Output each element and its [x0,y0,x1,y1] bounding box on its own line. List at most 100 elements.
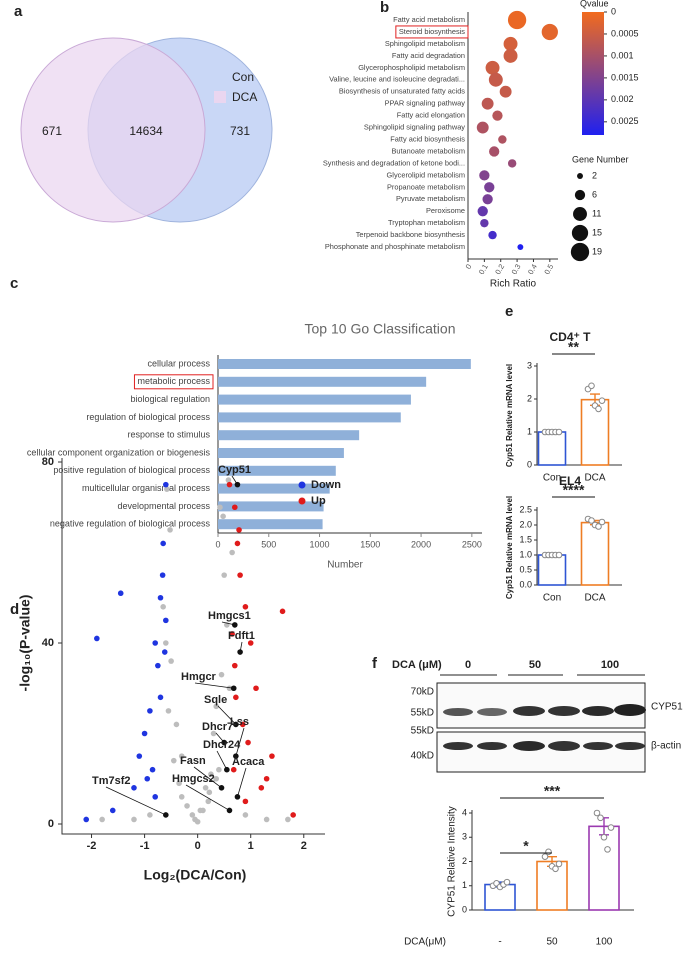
point [160,604,166,610]
annotated-point [226,807,233,814]
colorbar-title: Qvalue [580,0,609,8]
point [131,785,137,791]
colorbar-label: 0.0005 [611,28,639,38]
bubble [492,110,503,121]
annotated-point [233,721,239,728]
chart-title: EL4 [559,474,581,488]
dose-label: 100 [601,659,619,671]
point [131,816,137,823]
point [163,481,169,488]
bubble [499,85,512,98]
point [205,798,212,805]
x-tick-label: 2500 [462,539,482,549]
y-tick-label: 1 [527,426,532,436]
size-legend-label: 2 [592,170,597,180]
x-tick-label: 2000 [411,539,431,549]
point [210,730,217,737]
point [279,608,286,615]
point [225,477,232,483]
leader-line [235,727,245,757]
point [160,540,166,547]
x-tick-label: 1500 [360,539,380,549]
venn-count: 14634 [129,124,163,138]
bar [218,519,323,530]
category-label: Butanoate metabolism [391,146,465,155]
y-tick-label: 2 [527,393,532,403]
venn-set [20,37,206,223]
x-axis-label: Log₂(DCA/Con) [144,867,247,883]
x-tick-label: - [498,937,501,948]
bubble [480,218,489,228]
leader-line [105,786,166,816]
bubble [481,97,494,110]
leader-line [217,705,237,725]
replicate-point [604,846,611,853]
annotated-point [234,481,241,488]
y-tick-label: 0 [527,459,532,469]
point [239,721,246,728]
point [231,504,238,511]
point [247,640,254,646]
point [109,807,116,814]
point [231,662,238,669]
x-tick-label: 500 [261,539,276,549]
bar [580,398,610,466]
replicate-point [555,860,563,868]
point [242,812,249,818]
leader-line [194,682,234,689]
leader-line [216,750,228,770]
y-axis-label: Cyp51 Relative mRNA level [505,496,514,599]
point [220,513,226,520]
y-axis-label: Cyp51 Relative mRNA level [505,364,514,467]
point [208,771,214,778]
bubble [541,23,558,41]
category-label: Glycerolipid metabolism [387,170,465,179]
y-tick-label: 80 [42,456,54,468]
bubble [484,182,495,193]
category-label: response to stimulus [127,430,210,440]
gene-label: Tm7sf2 [92,775,131,787]
blot-bands [443,704,646,751]
point [178,794,185,800]
category-label: Synthesis and degradation of ketone bodi… [323,158,465,167]
point [245,739,251,746]
bubble [498,135,507,144]
legend-label: Down [311,479,341,491]
venn-count: 671 [42,124,62,138]
gene-label: Dhcr7 [202,721,233,733]
point [213,775,220,782]
category-label: Glycerophospholipid metabolism [358,63,465,72]
replicate-point [598,518,606,526]
point [253,685,259,692]
size-legend-label: 6 [592,189,597,199]
bar [218,359,471,369]
bubble [517,244,524,251]
category-label: cellular process [147,358,210,368]
protein-label: β-actin [651,741,681,752]
size-legend-label: 19 [592,246,602,256]
colorbar-label: 0.002 [611,94,634,104]
marker-label: 55kD [411,726,434,737]
category-label: developmental process [117,501,210,511]
point [269,753,275,759]
y-tick-label: 2.0 [519,519,532,529]
point [149,766,156,773]
legend-label: DCA [232,90,257,104]
annotated-point [218,785,225,791]
y-tick-label: 2 [462,856,467,866]
size-legend-dot [577,173,583,179]
point [213,703,220,710]
bar [218,430,360,441]
x-tick-label: 0.4 [526,262,539,276]
x-tick-label: -1 [140,840,150,852]
significance-label: **** [563,482,585,498]
category-label: Valine, leucine and isoleucine degradati… [329,75,465,84]
marker-label: 40kD [411,751,434,762]
legend-swatch [214,91,226,103]
replicate-point [555,551,563,559]
point [173,721,180,728]
size-legend-title: Gene Number [572,154,629,164]
highlight-box [395,25,469,39]
size-legend-dot [574,189,586,201]
point [234,540,241,547]
